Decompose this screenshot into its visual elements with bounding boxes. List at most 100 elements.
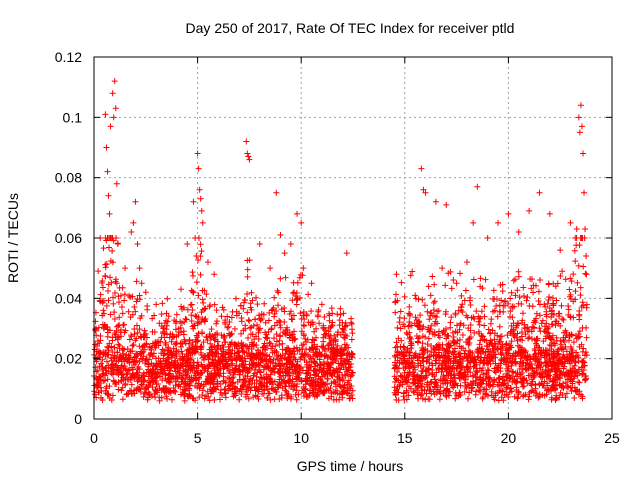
data-point	[519, 383, 526, 390]
data-point	[403, 349, 410, 356]
data-point	[400, 360, 407, 367]
data-point	[254, 321, 261, 328]
data-point	[92, 354, 99, 361]
data-point	[428, 342, 435, 349]
data-point	[206, 331, 213, 338]
data-point	[245, 317, 252, 324]
data-point	[392, 309, 399, 316]
data-point	[132, 198, 139, 205]
data-point	[552, 397, 559, 404]
data-point	[294, 296, 301, 303]
data-point	[447, 379, 454, 386]
data-point	[228, 314, 235, 321]
data-point	[140, 393, 147, 400]
data-point	[524, 294, 531, 301]
data-point	[262, 319, 269, 326]
data-point	[419, 325, 426, 332]
data-point	[433, 351, 440, 358]
data-point	[459, 308, 466, 315]
data-point	[111, 290, 118, 296]
data-point	[224, 374, 231, 381]
data-point	[246, 349, 253, 356]
data-point	[482, 349, 489, 356]
data-point	[302, 335, 309, 342]
data-point	[503, 385, 510, 392]
data-point	[286, 364, 293, 371]
data-point	[446, 370, 453, 377]
data-point	[341, 346, 348, 353]
data-point	[255, 329, 262, 336]
data-point	[300, 265, 307, 272]
data-point	[204, 388, 211, 395]
data-point	[256, 362, 263, 369]
data-point	[325, 365, 332, 372]
data-point	[242, 372, 249, 379]
data-point	[496, 302, 503, 309]
data-point	[426, 316, 433, 323]
data-point	[128, 228, 135, 235]
data-point	[344, 358, 351, 365]
data-point	[270, 335, 277, 342]
data-point	[208, 326, 215, 333]
data-point	[148, 393, 155, 400]
data-point	[102, 364, 109, 371]
data-point	[397, 308, 404, 315]
data-point	[576, 333, 583, 340]
data-point	[539, 392, 546, 399]
data-point	[278, 394, 285, 401]
data-point	[514, 337, 521, 344]
data-point	[261, 353, 268, 360]
data-point	[211, 271, 218, 278]
data-point	[438, 365, 445, 372]
data-point	[168, 348, 175, 355]
data-point	[188, 301, 195, 308]
data-point	[106, 395, 113, 402]
data-point	[207, 302, 214, 309]
data-point	[583, 271, 590, 278]
data-point	[100, 378, 107, 385]
data-point	[103, 237, 110, 244]
data-point	[421, 387, 428, 394]
data-point	[281, 250, 288, 257]
data-point	[227, 331, 234, 338]
data-point	[131, 303, 138, 310]
data-point	[405, 392, 412, 399]
data-point	[470, 276, 477, 283]
data-point	[190, 198, 197, 205]
data-point	[336, 382, 343, 389]
data-point	[340, 310, 347, 317]
data-point	[514, 395, 521, 402]
data-point	[151, 329, 158, 336]
data-point	[475, 328, 482, 335]
data-point	[168, 364, 175, 371]
data-point	[270, 387, 277, 394]
data-point	[203, 291, 210, 298]
data-point	[141, 346, 148, 353]
data-point	[329, 344, 336, 351]
data-point	[192, 313, 199, 320]
x-tick-label: 15	[397, 430, 413, 446]
data-point	[136, 358, 143, 365]
data-point	[218, 313, 225, 320]
data-point	[113, 180, 120, 187]
data-point	[393, 351, 400, 358]
data-point	[481, 303, 488, 310]
data-point	[511, 331, 518, 338]
data-point	[511, 378, 518, 385]
data-point	[398, 373, 405, 380]
data-point	[322, 353, 329, 360]
data-point	[225, 323, 232, 330]
data-point	[138, 280, 145, 287]
data-point	[282, 328, 289, 335]
data-point	[194, 318, 201, 325]
data-point	[393, 339, 400, 346]
data-point	[415, 296, 422, 303]
data-point	[219, 304, 226, 311]
data-point	[249, 331, 256, 338]
data-point	[508, 289, 515, 296]
data-point	[537, 276, 544, 283]
data-point	[133, 298, 140, 305]
data-point	[526, 393, 533, 400]
data-point	[119, 350, 126, 357]
data-point	[311, 383, 318, 390]
